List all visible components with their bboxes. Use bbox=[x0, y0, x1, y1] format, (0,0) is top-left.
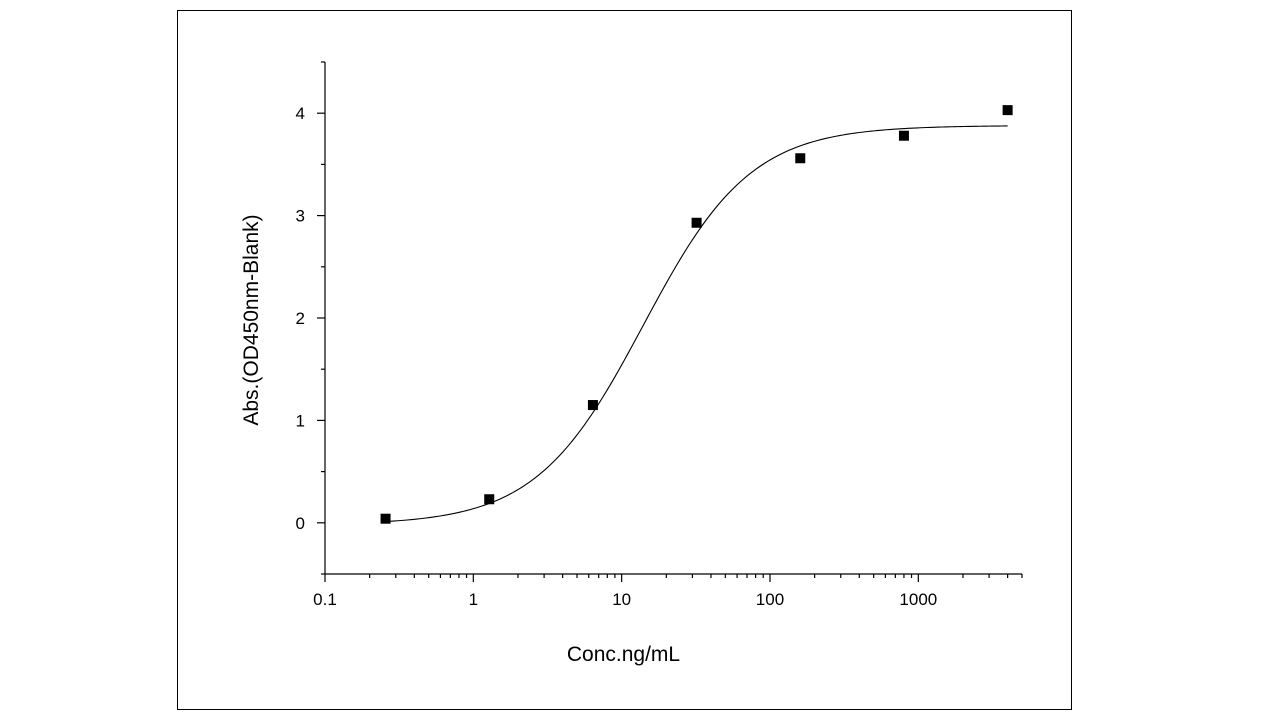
x-axis-title: Conc.ng/mL bbox=[567, 643, 680, 666]
data-points bbox=[380, 105, 1013, 524]
axes bbox=[317, 61, 1023, 582]
x-tick-label: 1000 bbox=[899, 590, 937, 609]
x-tick-label: 10 bbox=[612, 590, 631, 609]
data-point bbox=[587, 400, 598, 411]
y-axis-title: Abs.(OD450nm-Blank) bbox=[240, 214, 263, 425]
x-tick-label: 0.1 bbox=[313, 590, 337, 609]
y-tick-label: 3 bbox=[296, 207, 305, 226]
y-tick-label: 4 bbox=[296, 104, 305, 123]
fit-curve-layer bbox=[385, 125, 1008, 523]
data-point bbox=[795, 153, 806, 164]
data-point bbox=[898, 130, 909, 141]
fit-curve bbox=[385, 125, 1008, 523]
x-tick-label: 100 bbox=[756, 590, 784, 609]
tick-labels: 0 1 2 3 4 0.1 1 10 100 1000 bbox=[296, 104, 938, 609]
y-tick-label: 2 bbox=[296, 309, 305, 328]
chart: 0 1 2 3 4 0.1 1 10 100 1000 Conc.ng/mL Abs.(OD450… bbox=[240, 61, 1023, 666]
data-point bbox=[1002, 105, 1013, 116]
data-point bbox=[484, 494, 495, 505]
y-tick-label: 1 bbox=[296, 411, 305, 430]
data-point bbox=[380, 513, 391, 524]
data-point bbox=[691, 217, 702, 228]
figure-frame: 0 1 2 3 4 0.1 1 10 100 1000 Conc.ng/mL Abs.(OD450… bbox=[177, 10, 1072, 710]
x-tick-label: 1 bbox=[469, 590, 478, 609]
y-tick-label: 0 bbox=[296, 514, 305, 533]
